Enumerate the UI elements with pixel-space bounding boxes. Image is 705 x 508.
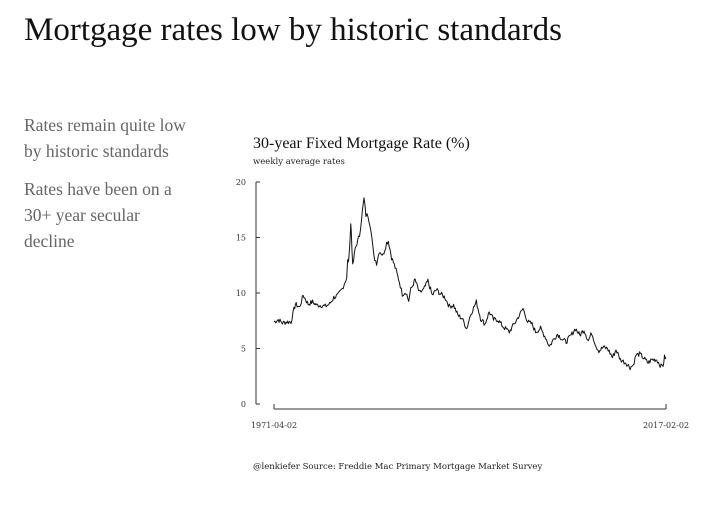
bullet-item: Rates have been on a 30+ year secular de… [24,179,172,251]
y-tick-label: 10 [236,289,246,298]
plot-area [273,197,667,371]
slide-title: Mortgage rates low by historic standards [24,12,562,48]
y-tick-label: 5 [241,345,246,354]
y-axis: 0 5 10 15 20 [236,178,260,409]
y-tick-label: 20 [236,178,246,187]
chart-caption: @lenkiefer Source: Freddie Mac Primary M… [253,462,542,472]
series-line [273,197,667,371]
bullet-item: Rates remain quite low by historic stand… [24,115,186,161]
y-tick-label: 15 [236,234,246,243]
chart-subtitle: weekly average rates [253,157,345,167]
bullet-list: Rates remain quite low by historic stand… [24,112,194,266]
chart-title: 30-year Fixed Mortgage Rate (%) [253,135,470,152]
x-tick-label: 1971-04-02 [251,421,297,430]
x-tick-label: 2017-02-02 [643,421,689,430]
x-axis: 1971-04-02 2017-02-02 [251,404,689,430]
y-tick-label: 0 [241,400,246,409]
